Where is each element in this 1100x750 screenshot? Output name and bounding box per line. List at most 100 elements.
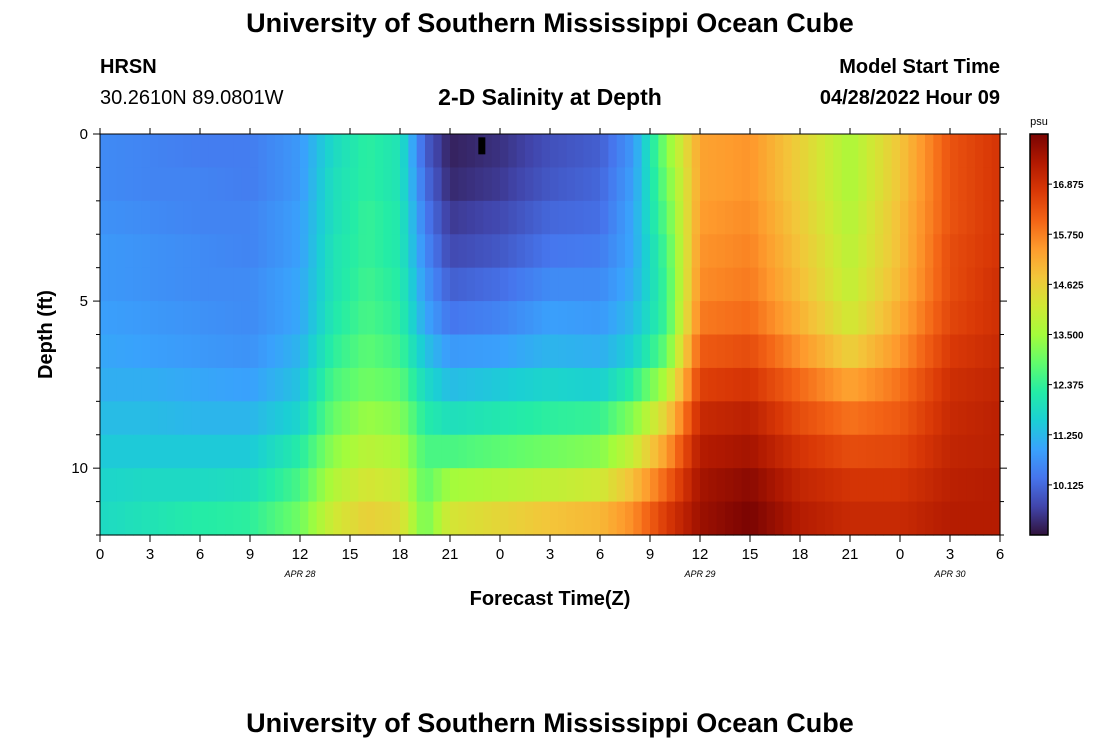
heatmap-cell	[266, 200, 276, 235]
heatmap-cell	[425, 167, 434, 202]
heatmap-cell	[808, 468, 818, 503]
heatmap-cell	[408, 267, 418, 302]
heatmap-cell	[525, 301, 534, 336]
heatmap-cell	[641, 401, 651, 436]
heatmap-cell	[325, 334, 334, 369]
heatmap-cell	[216, 200, 226, 235]
heatmap-cell	[941, 301, 951, 336]
heatmap-cell	[700, 167, 709, 202]
heatmap-cell	[625, 267, 634, 302]
heatmap-cell	[958, 301, 968, 336]
heatmap-cell	[908, 401, 918, 436]
heatmap-cell	[375, 401, 384, 436]
heatmap-cell	[616, 267, 626, 302]
heatmap-cell	[358, 234, 368, 269]
heatmap-cell	[741, 167, 751, 202]
heatmap-cell	[125, 200, 134, 235]
x-tick-label: 21	[442, 546, 459, 563]
heatmap-cell	[616, 367, 626, 402]
heatmap-cell	[850, 401, 859, 436]
heatmap-cell	[975, 200, 984, 235]
heatmap-cell	[566, 468, 576, 503]
heatmap-cell	[800, 334, 809, 369]
heatmap-cell	[650, 434, 659, 469]
heatmap-cell	[641, 501, 651, 536]
heatmap-cell	[908, 367, 918, 402]
heatmap-cell	[483, 468, 493, 503]
heatmap-cell	[175, 367, 184, 402]
heatmap-cell	[375, 367, 384, 402]
heatmap-cell	[216, 234, 226, 269]
heatmap-cell	[941, 401, 951, 436]
heatmap-cell	[650, 234, 659, 269]
heatmap-cell	[966, 401, 976, 436]
heatmap-cell	[400, 468, 409, 503]
heatmap-cell	[366, 301, 376, 336]
heatmap-cell	[908, 301, 918, 336]
heatmap-cell	[233, 134, 243, 169]
x-tick-label: 0	[496, 546, 504, 563]
heatmap-cell	[650, 200, 659, 235]
heatmap-cell	[800, 401, 809, 436]
heatmap-cell	[600, 468, 609, 503]
heatmap-cell	[608, 301, 618, 336]
heatmap-cell	[291, 167, 301, 202]
heatmap-cell	[333, 134, 343, 169]
heatmap-cell	[825, 267, 834, 302]
heatmap-cell	[308, 434, 318, 469]
heatmap-cell	[708, 134, 718, 169]
heatmap-cell	[191, 334, 201, 369]
heatmap-cell	[950, 434, 959, 469]
heatmap-cell	[850, 434, 859, 469]
heatmap-cell	[233, 167, 243, 202]
heatmap-cell	[425, 334, 434, 369]
heatmap-cell	[150, 401, 159, 436]
heatmap-cell	[691, 334, 701, 369]
heatmap-cell	[700, 234, 709, 269]
heatmap-cell	[116, 434, 126, 469]
heatmap-cell	[516, 200, 526, 235]
heatmap-cell	[850, 468, 859, 503]
heatmap-cell	[591, 468, 601, 503]
heatmap-cell	[816, 267, 826, 302]
heatmap-cell	[700, 501, 709, 536]
heatmap-cell	[516, 167, 526, 202]
heatmap-cell	[608, 267, 618, 302]
page-title: University of Southern Mississippi Ocean…	[246, 8, 854, 38]
heatmap-cell	[700, 401, 709, 436]
heatmap-cell	[558, 367, 568, 402]
heatmap-cell	[850, 234, 859, 269]
heatmap-cell	[800, 367, 809, 402]
heatmap-cell	[250, 234, 259, 269]
heatmap-cell	[391, 367, 401, 402]
heatmap-cell	[766, 434, 776, 469]
heatmap-cell	[925, 501, 934, 536]
heatmap-cell	[916, 200, 926, 235]
heatmap-cell	[525, 401, 534, 436]
heatmap-cell	[558, 167, 568, 202]
heatmap-cell	[491, 301, 501, 336]
heatmap-cell	[733, 234, 743, 269]
y-tick-label: 10	[71, 460, 88, 477]
heatmap-cell	[525, 234, 534, 269]
heatmap-cell	[466, 434, 476, 469]
heatmap-cell	[308, 134, 318, 169]
heatmap-cell	[308, 301, 318, 336]
heatmap-cell	[316, 167, 326, 202]
heatmap-cell	[783, 267, 793, 302]
heatmap-cell	[666, 434, 676, 469]
heatmap-cell	[741, 134, 751, 169]
heatmap-cell	[583, 501, 593, 536]
heatmap-cell	[358, 334, 368, 369]
heatmap-cell	[841, 167, 851, 202]
heatmap-cell	[441, 167, 451, 202]
heatmap-cell	[408, 301, 418, 336]
heatmap-cell	[491, 334, 501, 369]
heatmap-cell	[466, 301, 476, 336]
heatmap-cell	[700, 468, 709, 503]
heatmap-cell	[691, 267, 701, 302]
heatmap-cell	[450, 367, 459, 402]
heatmap-cell	[941, 434, 951, 469]
date-label: APR 28	[283, 569, 315, 579]
heatmap-cell	[783, 200, 793, 235]
